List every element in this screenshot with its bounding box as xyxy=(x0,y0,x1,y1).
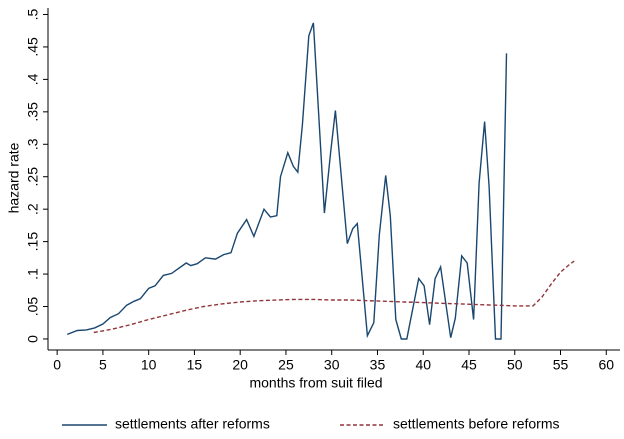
x-tick-label: 50 xyxy=(507,357,523,373)
y-tick-label: .45 xyxy=(25,37,41,57)
x-tick-label: 45 xyxy=(461,357,477,373)
y-tick-label: .4 xyxy=(25,73,41,85)
legend-label: settlements before reforms xyxy=(393,416,560,432)
x-tick-label: 5 xyxy=(99,357,107,373)
series-line xyxy=(66,22,508,340)
y-tick-label: .15 xyxy=(25,232,41,252)
y-tick-label: .05 xyxy=(25,297,41,317)
x-tick-label: 20 xyxy=(232,357,248,373)
x-tick-label: 55 xyxy=(553,357,569,373)
y-tick-label: .3 xyxy=(25,138,41,150)
x-axis-label: months from suit filed xyxy=(249,375,382,391)
x-tick-label: 0 xyxy=(53,357,61,373)
x-tick-label: 10 xyxy=(141,357,157,373)
x-tick-label: 40 xyxy=(415,357,431,373)
y-tick-label: .1 xyxy=(25,268,41,280)
legend-label: settlements after reforms xyxy=(115,416,270,432)
y-axis-label: hazard rate xyxy=(6,142,22,213)
x-tick-label: 35 xyxy=(370,357,386,373)
x-tick-label: 30 xyxy=(324,357,340,373)
y-tick-label: .25 xyxy=(25,167,41,187)
y-tick-label: 0 xyxy=(25,335,41,343)
x-tick-label: 60 xyxy=(598,357,614,373)
y-tick-label: .2 xyxy=(25,203,41,215)
y-tick-label: .5 xyxy=(25,8,41,20)
x-tick-label: 25 xyxy=(278,357,294,373)
series-line xyxy=(93,260,575,334)
y-tick-label: .35 xyxy=(25,102,41,122)
x-tick-label: 15 xyxy=(187,357,203,373)
